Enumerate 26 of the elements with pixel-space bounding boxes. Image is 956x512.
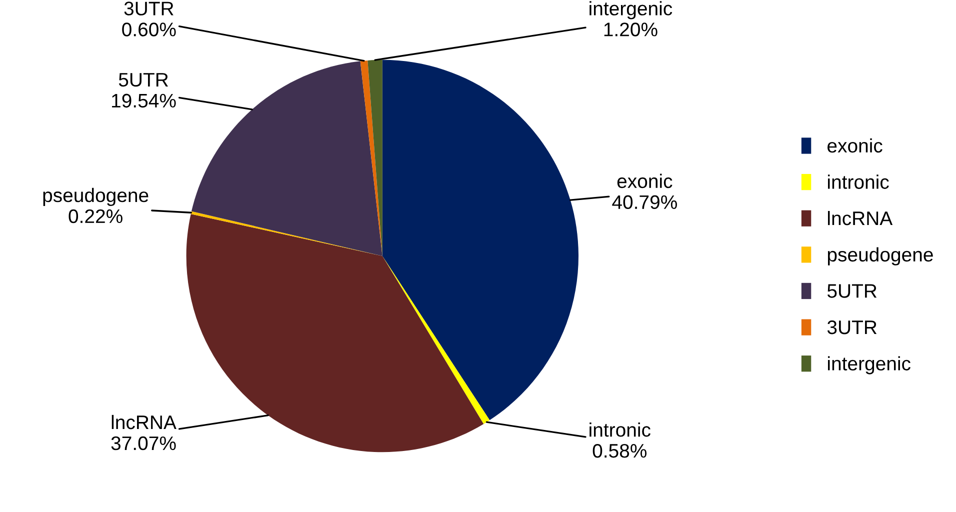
slice-label: lncRNA bbox=[112, 414, 176, 430]
data-label: 19.54% bbox=[112, 94, 176, 108]
pie-slice bbox=[191, 61, 382, 256]
data-label: 0.22% bbox=[68, 209, 122, 224]
legend-label: exonic bbox=[828, 138, 882, 153]
legend-label: intronic bbox=[828, 174, 889, 189]
data-label: 0.60% bbox=[122, 22, 176, 36]
data-label: 37.07% bbox=[111, 436, 176, 450]
pie-slice bbox=[360, 60, 382, 256]
slice-label: pseudogene bbox=[43, 188, 148, 206]
slice-label: 5UTR bbox=[118, 73, 168, 87]
pie-slice bbox=[382, 60, 578, 420]
legend-label: 5UTR bbox=[827, 284, 877, 298]
data-label: 1.20% bbox=[604, 22, 658, 36]
legend-label: 3UTR bbox=[827, 320, 877, 334]
legend-label: intergenic bbox=[828, 356, 910, 374]
legend-label: pseudogene bbox=[828, 247, 933, 266]
slice-label: exonic bbox=[617, 174, 672, 188]
data-label: 40.79% bbox=[612, 195, 677, 210]
legend-label: lncRNA bbox=[828, 210, 893, 226]
slice-label: 3UTR bbox=[124, 2, 174, 16]
slice-label: intergenic bbox=[590, 1, 672, 20]
pie-slice bbox=[368, 60, 382, 256]
data-label: 0.58% bbox=[592, 444, 647, 458]
pie-slice bbox=[186, 214, 484, 452]
slice-label: intronic bbox=[590, 422, 650, 437]
